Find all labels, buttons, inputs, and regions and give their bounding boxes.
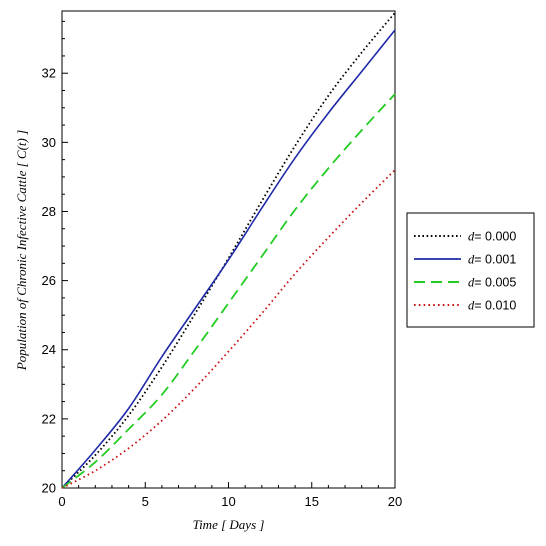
legend-value: = 0.000 bbox=[474, 230, 516, 244]
legend-value: = 0.005 bbox=[474, 276, 516, 290]
legend-variable: d bbox=[468, 253, 475, 267]
series-line-0 bbox=[61, 12, 396, 489]
x-tick-label: 20 bbox=[388, 494, 402, 509]
y-axis: 20 22 24 26 28 30 32 bbox=[42, 20, 68, 496]
legend-label-0: d= 0.000 bbox=[468, 230, 516, 244]
series-line-1 bbox=[61, 29, 396, 489]
y-tick-label: 32 bbox=[42, 66, 56, 81]
y-tick-label: 20 bbox=[42, 481, 56, 496]
legend-label-2: d= 0.005 bbox=[468, 276, 516, 290]
x-axis: 0 5 10 15 20 bbox=[58, 482, 402, 509]
series-lines bbox=[61, 12, 396, 489]
x-tick-label: 15 bbox=[305, 494, 319, 509]
y-tick-label: 24 bbox=[42, 342, 56, 357]
y-tick-label: 22 bbox=[42, 411, 56, 426]
legend-label-3: d= 0.010 bbox=[468, 299, 516, 313]
legend-variable: d bbox=[468, 299, 475, 313]
plot-frame bbox=[61, 10, 396, 489]
legend-box bbox=[406, 212, 535, 328]
x-tick-label: 0 bbox=[58, 494, 65, 509]
y-tick-label: 28 bbox=[42, 204, 56, 219]
series-line-3 bbox=[61, 169, 396, 489]
legend-variable: d bbox=[468, 230, 475, 244]
legend-value: = 0.010 bbox=[474, 299, 516, 313]
x-tick-label: 5 bbox=[142, 494, 149, 509]
legend-label-1: d= 0.001 bbox=[468, 253, 516, 267]
legend-value: = 0.001 bbox=[474, 253, 516, 267]
legend-variable: d bbox=[468, 276, 475, 290]
y-tick-label: 30 bbox=[42, 135, 56, 150]
x-tick-label: 10 bbox=[221, 494, 235, 509]
x-axis-title: Time [ Days ] bbox=[193, 517, 265, 532]
series-line-2 bbox=[61, 93, 396, 489]
y-tick-label: 26 bbox=[42, 273, 56, 288]
y-axis-title: Population of Chronic Infective Cattle [… bbox=[14, 130, 29, 371]
